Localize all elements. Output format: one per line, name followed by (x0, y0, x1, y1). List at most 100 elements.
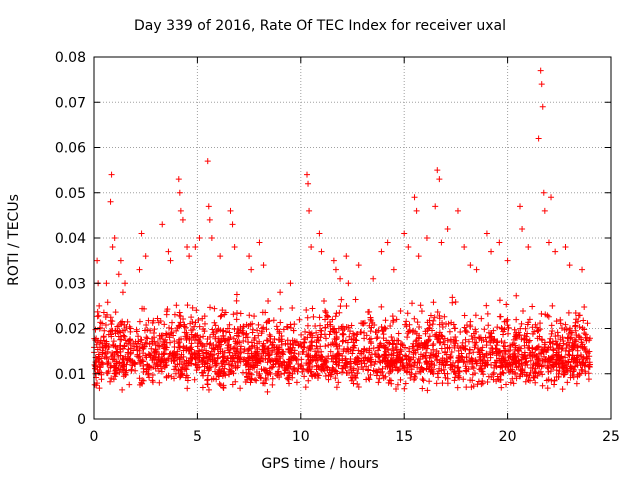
data-point (414, 346, 421, 353)
data-point (212, 335, 219, 342)
data-point (246, 253, 253, 260)
data-point (330, 366, 337, 373)
data-point (313, 329, 320, 336)
data-point (256, 239, 263, 246)
data-point (143, 321, 150, 328)
data-point (503, 301, 510, 308)
data-point (444, 225, 451, 232)
data-point (540, 189, 547, 196)
data-point (189, 304, 196, 311)
data-point (425, 325, 432, 332)
data-point (235, 329, 242, 336)
data-point (550, 347, 557, 354)
data-point (192, 355, 199, 362)
data-point (93, 341, 100, 348)
data-point (285, 374, 292, 381)
data-point (278, 336, 285, 343)
data-point (558, 325, 565, 332)
data-point (321, 298, 328, 305)
data-point (337, 275, 344, 282)
data-point (247, 363, 254, 370)
data-point (390, 347, 397, 354)
data-point (431, 362, 438, 369)
data-point (349, 350, 356, 357)
data-point (117, 336, 124, 343)
data-point (249, 329, 256, 336)
data-point (94, 257, 101, 264)
data-points (91, 67, 594, 395)
data-point (252, 349, 259, 356)
data-point (176, 356, 183, 363)
data-point (237, 385, 244, 392)
data-point (121, 333, 128, 340)
data-point (233, 316, 240, 323)
data-point (375, 354, 382, 361)
data-point (509, 375, 516, 382)
data-point (576, 324, 583, 331)
data-point (196, 323, 203, 330)
data-point (96, 385, 103, 392)
data-point (436, 339, 443, 346)
data-point (199, 342, 206, 349)
data-point (439, 380, 446, 387)
data-point (574, 362, 581, 369)
data-point (417, 369, 424, 376)
data-point (395, 366, 402, 373)
data-point (517, 325, 524, 332)
data-point (402, 344, 409, 351)
data-point (538, 336, 545, 343)
data-point (107, 378, 114, 385)
data-point (136, 381, 143, 388)
data-point (287, 324, 294, 331)
data-point (574, 371, 581, 378)
data-point (581, 362, 588, 369)
data-point (152, 354, 159, 361)
data-point (109, 352, 116, 359)
data-point (539, 103, 546, 110)
data-point (336, 342, 343, 349)
data-point (526, 337, 533, 344)
data-point (140, 365, 147, 372)
data-point (102, 344, 109, 351)
data-point (260, 324, 267, 331)
data-point (390, 340, 397, 347)
data-point (152, 348, 159, 355)
data-point (97, 364, 104, 371)
data-point (435, 368, 442, 375)
data-point (284, 341, 291, 348)
data-point (339, 352, 346, 359)
data-point (175, 344, 182, 351)
data-point (538, 310, 545, 317)
data-point (564, 341, 571, 348)
data-point (444, 358, 451, 365)
data-point (462, 327, 469, 334)
data-point (443, 321, 450, 328)
data-point (253, 377, 260, 384)
data-point (117, 319, 124, 326)
data-point (579, 344, 586, 351)
data-point (151, 349, 158, 356)
data-point (483, 230, 490, 237)
data-point (269, 363, 276, 370)
data-point (212, 322, 219, 329)
data-point (115, 271, 122, 278)
data-point (217, 382, 224, 389)
data-point (360, 320, 367, 327)
data-point (290, 327, 297, 334)
data-point (462, 336, 469, 343)
data-point (295, 361, 302, 368)
data-point (512, 371, 519, 378)
data-point (328, 341, 335, 348)
data-point (532, 379, 539, 386)
data-point (513, 375, 520, 382)
data-point (560, 340, 567, 347)
data-point (99, 351, 106, 358)
data-point (157, 336, 164, 343)
data-point (504, 322, 511, 329)
data-point (472, 312, 479, 319)
data-point (195, 317, 202, 324)
data-point (583, 353, 590, 360)
data-point (397, 341, 404, 348)
data-point (339, 331, 346, 338)
data-point (403, 323, 410, 330)
